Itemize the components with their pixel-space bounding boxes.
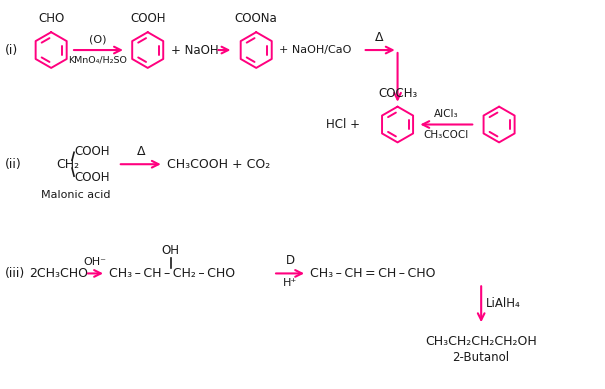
Text: CH₃CH₂CH₂CH₂OH: CH₃CH₂CH₂CH₂OH bbox=[425, 335, 537, 348]
Text: 2CH₃CHO: 2CH₃CHO bbox=[29, 267, 88, 280]
Text: Δ: Δ bbox=[137, 145, 145, 158]
Text: COOH: COOH bbox=[74, 145, 110, 158]
Text: 2-Butanol: 2-Butanol bbox=[453, 351, 510, 364]
Text: CH₂: CH₂ bbox=[56, 158, 79, 171]
Text: (ii): (ii) bbox=[5, 158, 22, 171]
Text: (i): (i) bbox=[5, 44, 19, 56]
Text: Δ: Δ bbox=[375, 31, 384, 44]
Text: OH: OH bbox=[162, 244, 180, 257]
Text: CH₃COOH + CO₂: CH₃COOH + CO₂ bbox=[166, 158, 270, 171]
Text: OH⁻: OH⁻ bbox=[83, 258, 106, 268]
Text: CHO: CHO bbox=[38, 12, 64, 25]
Text: COONa: COONa bbox=[235, 12, 278, 25]
Text: H⁺: H⁺ bbox=[283, 279, 297, 288]
Text: AlCl₃: AlCl₃ bbox=[434, 109, 459, 119]
Text: D: D bbox=[286, 254, 295, 268]
Text: Malonic acid: Malonic acid bbox=[41, 190, 111, 200]
Text: COOH: COOH bbox=[74, 171, 110, 184]
Text: KMnO₄/H₂SO: KMnO₄/H₂SO bbox=[68, 56, 128, 65]
Text: CH₃COCl: CH₃COCl bbox=[424, 130, 469, 140]
Text: CH₃ – CH – CH₂ – CHO: CH₃ – CH – CH₂ – CHO bbox=[109, 267, 235, 280]
Text: + NaOH: + NaOH bbox=[171, 44, 218, 56]
Text: COCH₃: COCH₃ bbox=[378, 87, 417, 100]
Text: LiAlH₄: LiAlH₄ bbox=[486, 297, 521, 310]
Text: (O): (O) bbox=[89, 34, 106, 44]
Text: HCl +: HCl + bbox=[325, 118, 360, 131]
Text: COOH: COOH bbox=[130, 12, 165, 25]
Text: + NaOH/CaO: + NaOH/CaO bbox=[279, 45, 352, 55]
Text: (iii): (iii) bbox=[5, 267, 25, 280]
Text: CH₃ – CH = CH – CHO: CH₃ – CH = CH – CHO bbox=[310, 267, 436, 280]
